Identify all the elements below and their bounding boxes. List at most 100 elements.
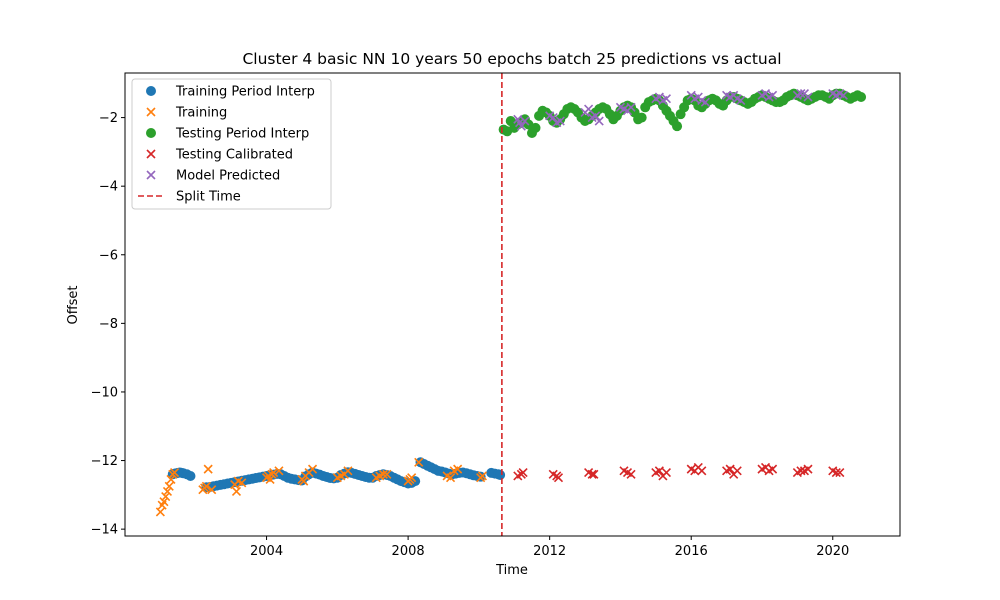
data-point <box>169 467 180 478</box>
legend-item-training-period-interp: Training Period Interp <box>146 85 315 100</box>
series-training-period-interp <box>167 457 506 493</box>
data-point <box>207 485 217 495</box>
data-point <box>516 121 526 131</box>
data-point <box>654 466 664 476</box>
data-point-stroke-b <box>378 469 388 479</box>
data-point <box>626 469 636 479</box>
data-point <box>856 92 867 103</box>
y-tick-label: −8 <box>99 317 118 332</box>
data-point-stroke-b <box>442 471 452 481</box>
data-point <box>796 466 806 476</box>
data-point <box>796 89 806 99</box>
data-point <box>446 473 456 483</box>
legend-marker <box>146 128 156 138</box>
data-point <box>453 464 463 474</box>
data-point <box>732 466 742 476</box>
x-axis-label: Time <box>495 563 528 578</box>
data-point <box>587 469 597 479</box>
data-point <box>548 113 558 123</box>
data-point-stroke-b <box>516 121 526 131</box>
legend-label: Training <box>175 106 227 121</box>
plot-marks <box>155 73 867 536</box>
data-point-stroke-b <box>584 104 594 114</box>
data-point-stroke-b <box>343 466 353 476</box>
data-point-stroke-b <box>828 89 838 99</box>
data-point-stroke-b <box>520 116 530 126</box>
data-point <box>530 122 541 133</box>
data-point <box>803 464 813 474</box>
data-point <box>584 104 594 114</box>
legend-item-model-predicted: Model Predicted <box>146 169 280 184</box>
legend-item-testing-period-interp: Testing Period Interp <box>146 127 309 142</box>
data-point <box>520 116 530 126</box>
data-point-stroke-b <box>233 476 243 486</box>
data-point-stroke-b <box>548 469 558 479</box>
data-point-stroke-b <box>518 467 528 478</box>
data-point-stroke-b <box>265 474 275 484</box>
data-point-stroke-b <box>169 467 180 478</box>
legend-marker-stroke-b <box>146 149 156 159</box>
y-tick-label: −4 <box>99 180 118 195</box>
data-point <box>155 507 165 517</box>
data-point-stroke-b <box>545 111 555 121</box>
data-point-stroke-b <box>654 466 664 476</box>
data-point-stroke-b <box>207 485 217 495</box>
y-axis-label: Offset <box>66 285 81 324</box>
data-point-stroke-b <box>661 94 672 104</box>
data-point-stroke-b <box>768 90 778 100</box>
legend-marker <box>146 86 156 96</box>
data-point <box>166 474 176 484</box>
data-point-stroke-b <box>700 97 710 107</box>
data-point <box>736 95 746 106</box>
data-point <box>553 473 564 483</box>
data-point-stroke-b <box>622 467 633 478</box>
data-point <box>414 457 424 467</box>
x-tick-label: 2008 <box>392 544 425 559</box>
data-point-stroke-b <box>838 90 848 100</box>
data-point <box>835 467 845 478</box>
data-point <box>803 92 813 102</box>
data-point-stroke-b <box>736 95 746 106</box>
y-tick-label: −2 <box>99 111 118 126</box>
legend-item-split-time: Split Time <box>138 190 241 205</box>
legend-label: Testing Calibrated <box>175 148 293 163</box>
data-point-stroke-b <box>555 116 565 126</box>
data-point-stroke-b <box>828 466 838 476</box>
data-point <box>589 469 599 479</box>
data-point <box>382 469 392 479</box>
data-point <box>299 476 309 486</box>
x-tick-label: 2012 <box>533 544 566 559</box>
data-point-stroke-b <box>414 457 424 467</box>
data-point-stroke-b <box>796 89 806 99</box>
data-point <box>591 111 601 121</box>
y-tick-label: −12 <box>91 454 118 469</box>
data-point <box>700 97 710 107</box>
data-point <box>725 464 735 474</box>
data-point-stroke-b <box>796 466 806 476</box>
data-point <box>164 481 174 491</box>
data-point-stroke-b <box>382 469 392 479</box>
data-point <box>407 473 417 483</box>
series-training <box>155 457 487 517</box>
data-point <box>378 469 388 479</box>
data-point-stroke-b <box>299 476 309 486</box>
data-point-stroke-b <box>515 118 525 128</box>
data-point-stroke-b <box>803 464 813 474</box>
data-point <box>518 467 528 478</box>
legend-label: Training Period Interp <box>175 85 315 100</box>
legend-marker <box>146 107 156 117</box>
data-point <box>626 102 636 112</box>
data-point <box>159 497 169 507</box>
legend-box <box>131 78 332 210</box>
data-point-stroke-b <box>722 90 732 100</box>
legend-item-testing-calibrated: Testing Calibrated <box>146 148 293 163</box>
data-point-stroke-b <box>553 473 564 483</box>
data-point-stroke-b <box>274 466 284 476</box>
data-point <box>161 491 171 502</box>
x-tick-label: 2016 <box>675 544 708 559</box>
data-point <box>307 464 318 474</box>
x-axis: 2004 2008 2012 2016 2020 <box>250 536 849 559</box>
x-tick-label: 2004 <box>250 544 283 559</box>
data-point <box>269 467 279 478</box>
